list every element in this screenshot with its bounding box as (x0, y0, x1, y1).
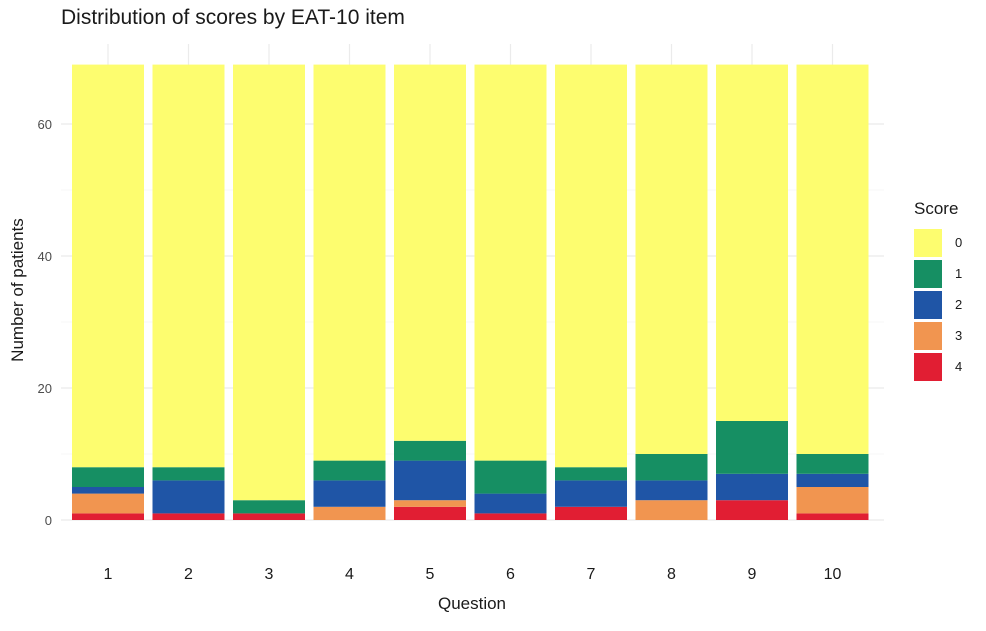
x-tick-label: 6 (506, 566, 515, 583)
bar-q2-score-1 (152, 467, 225, 481)
y-tick-label: 20 (38, 381, 52, 396)
bar-q6-score-0 (474, 64, 547, 461)
legend-label: 0 (955, 235, 963, 250)
legend-item-2: 2 (914, 289, 962, 320)
bars (72, 64, 869, 520)
bar-q6-score-1 (474, 460, 547, 494)
x-tick-label: 7 (587, 566, 596, 583)
legend: Score 0 1 2 3 4 (914, 199, 962, 382)
bar-q1-score-2 (72, 487, 144, 494)
bar-q5-score-4 (394, 506, 466, 520)
bar-q7-score-0 (555, 64, 627, 468)
bar-q5-score-3 (394, 500, 466, 507)
x-tick-label: 4 (345, 566, 354, 583)
legend-items: 0 1 2 3 4 (914, 227, 962, 382)
legend-item-0: 0 (914, 227, 962, 258)
bar-q4-score-0 (313, 64, 386, 461)
bar-q2-score-2 (152, 480, 225, 514)
x-tick-label: 10 (824, 566, 842, 583)
bar-q7-score-2 (555, 480, 627, 507)
bar-q5-score-1 (394, 440, 466, 461)
bar-q4-score-3 (313, 506, 386, 520)
legend-label: 2 (955, 297, 963, 312)
bar-q3-score-1 (233, 500, 305, 514)
bar-q3-score-4 (233, 513, 305, 520)
bar-q7-score-1 (555, 467, 627, 481)
legend-swatch (914, 321, 942, 350)
bar-q7-score-4 (555, 506, 627, 520)
bar-q8-score-2 (635, 480, 708, 501)
bar-q1-score-0 (72, 64, 144, 468)
x-tick-label: 9 (748, 566, 757, 583)
legend-swatch (914, 352, 942, 381)
bar-q4-score-2 (313, 480, 386, 507)
x-tick-labels: 1 2 3 4 5 6 7 8 9 10 (104, 566, 842, 583)
bar-q9-score-1 (716, 421, 788, 474)
legend-swatch (914, 290, 942, 319)
legend-swatch (914, 259, 942, 288)
x-axis-label: Question (437, 594, 507, 613)
x-tick-label: 5 (426, 566, 435, 583)
bar-q9-score-0 (716, 64, 788, 421)
legend-swatch (914, 228, 942, 257)
bar-q1-score-3 (72, 493, 144, 514)
bar-q1-score-1 (72, 467, 144, 487)
legend-title: Score (914, 199, 959, 218)
bar-q8-score-0 (635, 64, 708, 454)
y-tick-label: 60 (38, 117, 52, 132)
bar-q9-score-2 (716, 473, 788, 501)
bar-q2-score-0 (152, 64, 225, 468)
x-tick-label: 3 (265, 566, 274, 583)
y-tick-labels: 0 20 40 60 (38, 117, 52, 528)
x-tick-label: 8 (667, 566, 676, 583)
bar-q4-score-1 (313, 460, 386, 481)
bar-q6-score-2 (474, 493, 547, 514)
bar-q10-score-3 (796, 487, 869, 514)
x-tick-label: 2 (184, 566, 193, 583)
bar-q10-score-0 (796, 64, 869, 454)
bar-q10-score-1 (796, 454, 869, 474)
bar-q6-score-4 (474, 513, 547, 520)
bar-q8-score-3 (635, 500, 708, 520)
bar-q8-score-1 (635, 454, 708, 481)
legend-label: 3 (955, 328, 963, 343)
bar-q9-score-4 (716, 500, 788, 520)
x-tick-label: 1 (104, 566, 113, 583)
legend-item-3: 3 (914, 320, 962, 351)
bar-q10-score-4 (796, 513, 869, 520)
y-tick-label: 0 (45, 513, 52, 528)
legend-label: 1 (955, 266, 963, 281)
bar-q5-score-0 (394, 64, 466, 441)
legend-item-1: 1 (914, 258, 962, 289)
bar-q10-score-2 (796, 473, 869, 487)
bar-q2-score-4 (152, 513, 225, 520)
bar-q3-score-0 (233, 64, 305, 501)
bar-q1-score-4 (72, 513, 144, 520)
y-axis-label: Number of patients (8, 218, 27, 362)
chart-title: Distribution of scores by EAT-10 item (61, 6, 405, 29)
bar-q5-score-2 (394, 460, 466, 501)
legend-label: 4 (955, 359, 963, 374)
y-tick-label: 40 (38, 249, 52, 264)
legend-item-4: 4 (914, 351, 962, 382)
